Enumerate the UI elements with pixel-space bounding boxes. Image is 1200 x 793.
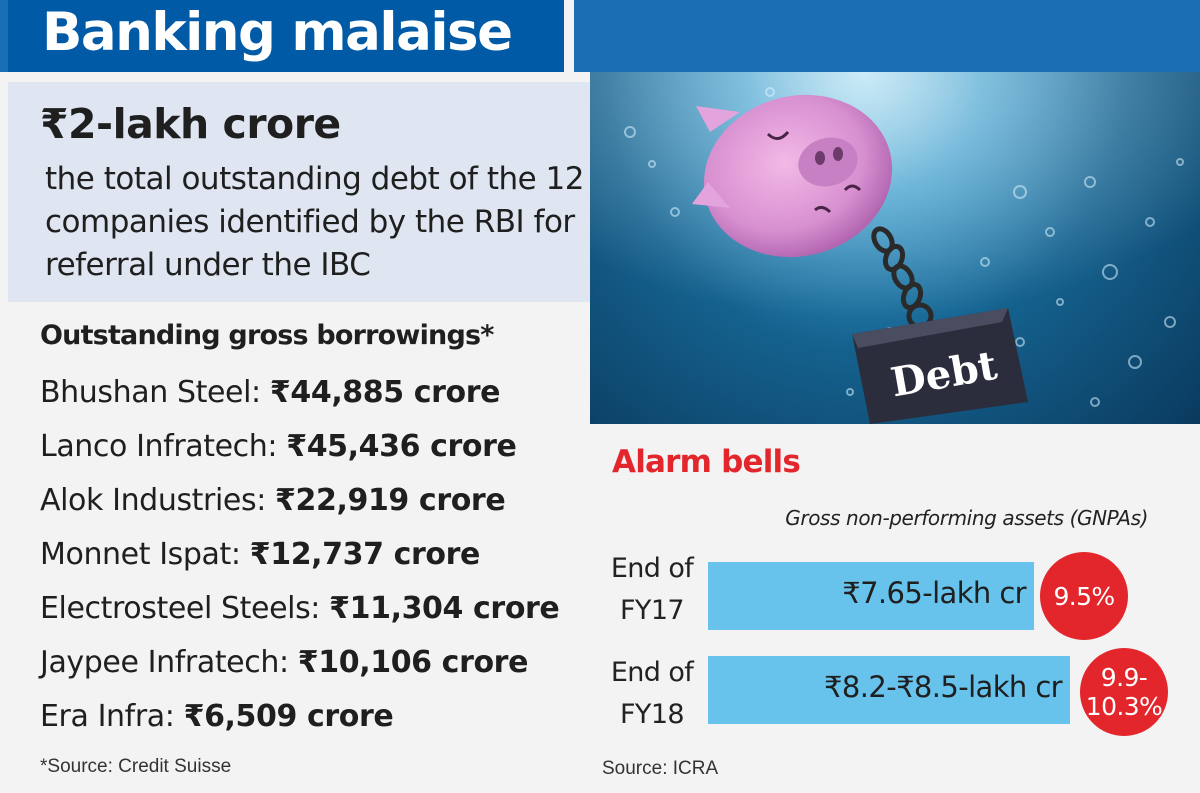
illustration: Debt	[590, 72, 1200, 424]
piggy-bank-icon	[692, 94, 893, 258]
percent-badge-fy17: 9.5%	[1040, 552, 1128, 640]
category-label-fy18: End of FY18	[606, 652, 698, 736]
percent-label: 9.9- 10.3%	[1085, 663, 1163, 721]
percent-badge-fy18: 9.9- 10.3%	[1080, 648, 1168, 736]
bar-value-label: ₹7.65-lakh cr	[842, 576, 1026, 610]
borrowings-heading: Outstanding gross borrowings*	[40, 320, 494, 351]
list-item: Jaypee Infratech: ₹10,106 crore	[40, 645, 529, 680]
alarm-bells-chart: Alarm bells Gross non-performing assets …	[590, 434, 1190, 786]
headline-description: the total outstanding debt of the 12 com…	[45, 161, 585, 283]
title-box: Banking malaise	[8, 0, 574, 72]
list-item: Alok Industries: ₹22,919 crore	[40, 483, 506, 518]
list-item: Bhushan Steel: ₹44,885 crore	[40, 375, 501, 410]
headline-panel	[8, 82, 590, 302]
chart-title: Alarm bells	[612, 444, 801, 480]
borrowings-source: *Source: Credit Suisse	[40, 756, 232, 777]
bubbles-icon	[624, 87, 1184, 407]
bar-fy18: ₹8.2-₹8.5-lakh cr	[708, 656, 1070, 724]
bar-fy17: ₹7.65-lakh cr	[708, 562, 1034, 630]
list-item: Monnet Ispat: ₹12,737 crore	[40, 537, 480, 572]
percent-label: 9.5%	[1053, 581, 1115, 611]
list-item: Lanco Infratech: ₹45,436 crore	[40, 429, 517, 464]
category-label-line: End of	[610, 553, 694, 584]
list-item: Era Infra: ₹6,509 crore	[40, 699, 394, 734]
chart-source: Source: ICRA	[602, 758, 719, 779]
illustration-art: Debt	[590, 72, 1200, 424]
category-label-line: FY17	[620, 595, 685, 626]
bar-value-label: ₹8.2-₹8.5-lakh cr	[824, 670, 1063, 704]
list-item: Electrosteel Steels: ₹11,304 crore	[40, 591, 560, 626]
category-label-line: FY18	[620, 699, 685, 730]
borrowings-list: Bhushan Steel: ₹44,885 crore Lanco Infra…	[40, 375, 560, 753]
weight-icon: Debt	[852, 308, 1028, 424]
page-title: Banking malaise	[42, 2, 513, 63]
headline-value: ₹2-lakh crore	[40, 100, 341, 148]
category-label-line: End of	[610, 657, 694, 688]
category-label-fy17: End of FY17	[606, 548, 698, 632]
chart-subtitle: Gross non-performing assets (GNPAs)	[785, 506, 1148, 530]
